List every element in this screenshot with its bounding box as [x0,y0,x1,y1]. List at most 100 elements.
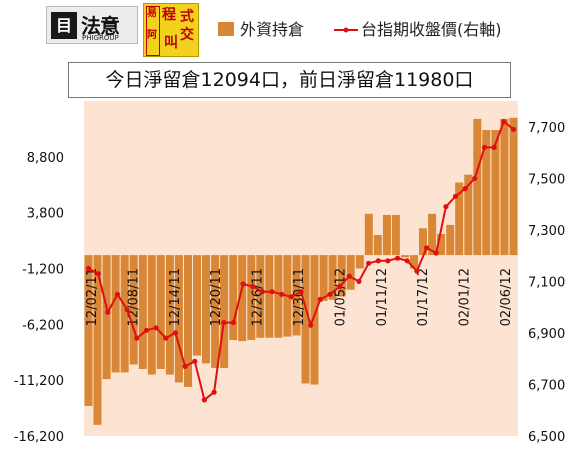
bar [120,255,129,373]
legend-line-label: 台指期收盤價(右軸) [361,20,502,39]
price-point [433,250,439,256]
bar [509,117,518,256]
bar [247,255,256,340]
price-point [201,397,207,403]
price-point [163,335,169,341]
bar [301,255,310,384]
bar [193,255,201,356]
x-tick-label: 01/05/12 [333,268,348,326]
bar [265,255,274,338]
phigroup-logo: 目 法意 PHIGROUP [46,6,138,44]
right-tick-label: 6,700 [528,379,565,394]
price-point [124,307,130,313]
bar [401,255,409,258]
price-point [472,175,478,181]
bar [319,255,328,301]
bar [391,214,400,256]
bar [102,255,111,380]
right-tick-label: 7,300 [528,224,565,239]
price-point [192,358,198,364]
price-point [172,330,178,336]
bar [292,255,301,336]
x-tick-label: 12/14/11 [168,268,183,326]
stamp-char-6: 交 [180,27,194,43]
stamp-char-2: 程 [162,7,176,23]
price-point [501,119,507,125]
bar [93,255,102,425]
bar [138,255,147,369]
price-point [510,126,517,132]
stamp-char-5: 叫 [164,35,178,51]
bar [482,130,491,256]
bar [455,182,464,256]
stamp-char-3: 式 [180,9,194,25]
bar [437,233,446,256]
bar [147,255,156,375]
price-point [443,204,449,210]
price-point [375,258,381,264]
price-point [366,260,372,266]
price-point [211,389,217,395]
bar [373,235,382,256]
legend-bar-label: 外資持倉 [240,20,305,39]
bar [184,255,192,387]
price-point [288,294,294,300]
price-point [143,327,150,333]
price-point [153,325,159,331]
price-point [404,258,410,264]
price-point [491,144,497,150]
x-tick-label: 12/08/11 [126,268,141,326]
bar [337,255,346,297]
right-tick-label: 7,700 [528,121,565,136]
price-point [337,283,343,290]
bar [310,255,319,385]
price-point [452,193,459,199]
right-tick-label: 7,100 [528,275,565,290]
x-tick-label: 02/06/12 [499,268,514,326]
bar [419,228,427,256]
price-point [250,283,256,290]
bar [220,255,229,368]
chart-title: 今日淨留倉12094口，前日淨留倉11980口 [68,62,511,98]
price-point [395,255,401,261]
left-tick-label: -16,200 [14,430,64,445]
logo-name: 法意 [81,14,120,38]
logo-mark-icon: 目 [51,12,77,39]
bar [355,255,364,269]
bar [165,255,174,375]
price-point [424,245,430,251]
price-point [481,144,488,150]
stamp-char-1: 易 [147,8,157,19]
bar [174,255,183,383]
left-tick-label: -1,200 [22,263,64,278]
left-y-axis: 8,800 3,800 -1,200 -6,200 -11,200 -16,200 [14,151,64,445]
price-point [356,278,362,284]
stamp-char-4: 阿 [147,30,157,41]
price-point [105,309,111,315]
bar [202,255,210,364]
bar [364,213,373,256]
line-series [85,119,517,403]
x-tick-label: 12/20/11 [209,268,224,326]
bar [500,118,509,256]
logo-subtitle: PHIGROUP [82,34,119,42]
bar [473,118,482,256]
price-point [240,281,246,287]
bar [328,255,337,300]
right-y-axis: 7,700 7,500 7,300 7,100 6,900 6,700 6,500 [528,121,565,445]
price-point [346,273,352,279]
price-point [308,322,314,328]
x-tick-label: 02/01/12 [458,268,473,326]
price-point [134,335,140,341]
bar [491,130,500,256]
left-tick-label: 8,800 [27,151,64,166]
x-tick-label: 12/26/11 [251,268,266,326]
bar [156,255,165,369]
right-tick-label: 6,900 [528,327,565,342]
x-axis-labels: 12/02/11 12/08/11 12/14/11 12/20/11 12/26/11… [85,268,514,326]
bar [464,174,473,256]
bar [410,255,418,269]
x-tick-label: 12/02/11 [85,268,100,326]
price-point [414,268,420,274]
bar [84,255,93,406]
